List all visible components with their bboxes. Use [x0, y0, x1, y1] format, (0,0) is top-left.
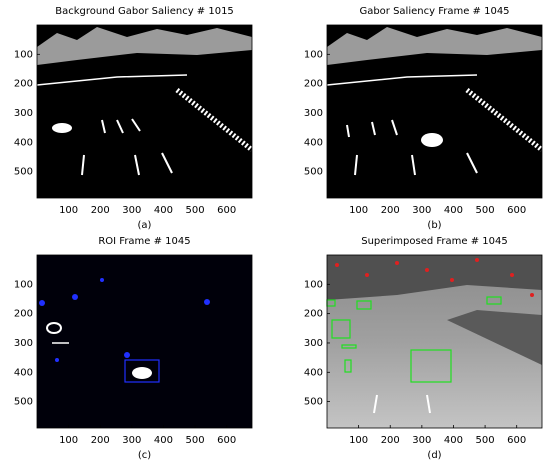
x-tick-label: 300	[122, 435, 141, 446]
y-tick-label: 200	[304, 79, 323, 90]
x-tick-label: 100	[59, 435, 78, 446]
x-tick-label: 400	[154, 435, 173, 446]
x-tick-label: 200	[91, 205, 110, 216]
x-tick-label: 600	[507, 205, 526, 216]
x-tick-label: 600	[217, 205, 236, 216]
image-d	[327, 255, 542, 428]
image-b	[327, 25, 542, 198]
y-tick-label: 300	[14, 338, 33, 349]
y-tick-label: 200	[14, 79, 33, 90]
y-tick-label: 200	[14, 309, 33, 320]
panel-title: Gabor Saliency Frame # 1045	[359, 6, 509, 17]
x-tick-label: 500	[186, 435, 205, 446]
y-tick-label: 400	[14, 137, 33, 148]
y-tick-label: 100	[14, 279, 33, 290]
roi-blob	[132, 367, 152, 379]
x-tick-label: 400	[444, 205, 463, 216]
y-tick-label: 100	[14, 49, 33, 60]
x-tick-label: 600	[217, 435, 236, 446]
panel-caption: (b)	[427, 220, 441, 231]
x-tick-label: 100	[59, 205, 78, 216]
y-tick-label: 200	[304, 309, 323, 320]
x-tick-label: 600	[507, 435, 526, 446]
panel-caption: (a)	[138, 220, 152, 231]
x-tick-label: 500	[186, 205, 205, 216]
x-tick-label: 100	[349, 435, 368, 446]
panel-title: Superimposed Frame # 1045	[361, 236, 508, 247]
y-tick-label: 300	[304, 108, 323, 119]
y-tick-label: 300	[304, 338, 323, 349]
y-tick-label: 400	[304, 137, 323, 148]
y-tick-label: 300	[14, 108, 33, 119]
y-tick-label: 400	[304, 367, 323, 378]
y-tick-label: 500	[304, 167, 323, 178]
panel-caption: (c)	[138, 450, 151, 461]
x-tick-label: 300	[412, 435, 431, 446]
x-tick-label: 300	[122, 205, 141, 216]
blob	[52, 123, 72, 133]
y-tick-label: 100	[304, 49, 323, 60]
x-tick-label: 300	[412, 205, 431, 216]
y-tick-label: 400	[14, 367, 33, 378]
panel-title: Background Gabor Saliency # 1015	[55, 6, 234, 17]
x-tick-label: 500	[476, 205, 495, 216]
image-c	[37, 255, 252, 428]
panel-title: ROI Frame # 1045	[98, 236, 190, 247]
y-tick-label: 500	[304, 397, 323, 408]
x-tick-label: 400	[154, 205, 173, 216]
x-tick-label: 200	[91, 435, 110, 446]
x-tick-label: 100	[349, 205, 368, 216]
figure: Background Gabor Saliency # 1015 (a) 100 20…	[0, 0, 543, 463]
panel-caption: (d)	[427, 450, 441, 461]
x-tick-label: 400	[444, 435, 463, 446]
blob	[421, 133, 443, 147]
x-tick-label: 500	[476, 435, 495, 446]
x-tick-label: 200	[381, 205, 400, 216]
image-background	[37, 255, 252, 428]
y-tick-label: 500	[14, 397, 33, 408]
y-tick-label: 500	[14, 167, 33, 178]
image-a	[37, 25, 252, 198]
y-tick-label: 100	[304, 279, 323, 290]
x-tick-label: 200	[381, 435, 400, 446]
